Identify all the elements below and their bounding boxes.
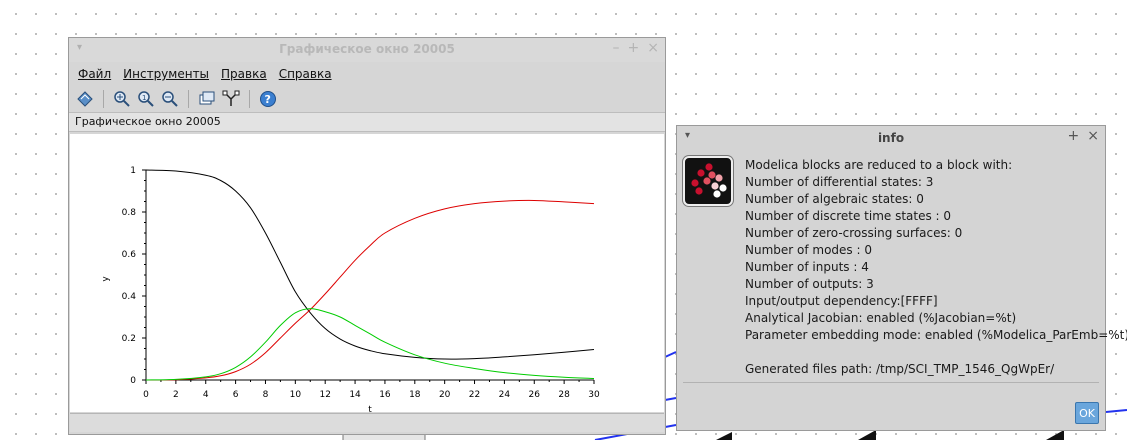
maximize-icon[interactable]: + xyxy=(1067,128,1080,144)
x-tick-label: 14 xyxy=(349,390,361,400)
info-line: Input/output dependency:[FFFF] xyxy=(745,294,938,308)
info-line: Generated files path: /tmp/SCI_TMP_1546_… xyxy=(745,362,1055,376)
x-tick-label: 30 xyxy=(588,390,600,400)
x-tick-label: 16 xyxy=(379,390,391,400)
x-tick-label: 2 xyxy=(173,390,179,400)
toolbar-separator xyxy=(103,90,104,108)
close-icon[interactable]: × xyxy=(647,40,659,56)
y-tick-label: 0.2 xyxy=(122,334,136,344)
info-line: Modelica blocks are reduced to a block w… xyxy=(745,158,1013,172)
graphic-window-titlebar[interactable]: ▾ Графическое окно 20005 – + × xyxy=(69,38,665,62)
info-line: Number of discrete time states : 0 xyxy=(745,209,952,223)
info-dialog-title: info xyxy=(877,131,905,145)
zoom-out-icon[interactable] xyxy=(160,89,180,109)
info-message: Modelica blocks are reduced to a block w… xyxy=(745,157,1127,378)
ok-button[interactable]: OK xyxy=(1075,402,1099,424)
y-tick-label: 0.8 xyxy=(122,208,137,218)
x-tick-label: 6 xyxy=(233,390,239,400)
series-line-0[interactable] xyxy=(145,169,595,360)
menu-help[interactable]: Справка xyxy=(278,67,332,81)
minimize-icon[interactable]: – xyxy=(612,40,620,56)
y-tick-label: 1 xyxy=(130,166,136,176)
info-dialog-titlebar[interactable]: ▾ info + × xyxy=(677,126,1105,150)
plot-area[interactable]: 0 2 4 6 8 10 12 14 16 18 20 22 24 26 28 30 0 0.2 0.4 0.6 0.8… xyxy=(70,134,664,415)
info-line-blank xyxy=(745,344,1127,361)
x-tick-label: 22 xyxy=(469,390,480,400)
diagram-link xyxy=(664,351,677,358)
window-menu-icon[interactable]: ▾ xyxy=(685,130,691,141)
maximize-icon[interactable]: + xyxy=(627,40,640,56)
close-icon[interactable]: × xyxy=(1087,128,1099,144)
dialog-separator xyxy=(683,382,1099,383)
y-tick-label: 0.6 xyxy=(122,250,137,260)
scilab-logo-icon xyxy=(683,156,733,206)
line-chart[interactable]: 0 2 4 6 8 10 12 14 16 18 20 22 24 26 28 3000.20.40.60.8… xyxy=(70,134,664,415)
x-tick-label: 4 xyxy=(203,390,209,400)
diagram-link xyxy=(1105,409,1127,413)
diagram-port xyxy=(716,432,732,440)
graphic-window-title: Графическое окно 20005 xyxy=(279,42,455,56)
series-line-1[interactable] xyxy=(145,199,595,381)
y-axis-label: y xyxy=(101,276,111,282)
y-tick-label: 0.4 xyxy=(122,292,137,302)
menu-edit[interactable]: Правка xyxy=(221,67,267,81)
x-tick-label: 28 xyxy=(558,390,570,400)
x-axis-label: t xyxy=(368,405,372,412)
x-tick-label: 8 xyxy=(263,390,269,400)
x-tick-label: 24 xyxy=(499,390,511,400)
zoom-icon[interactable] xyxy=(112,89,132,109)
toolbar-separator xyxy=(188,90,189,108)
x-tick-label: 18 xyxy=(409,390,421,400)
info-line: Number of algebraic states: 0 xyxy=(745,192,924,206)
svg-text:1: 1 xyxy=(142,94,146,102)
status-bar xyxy=(70,413,664,432)
info-line: Parameter embedding mode: enabled (%Mode… xyxy=(745,328,1127,342)
toolbar-separator xyxy=(249,90,250,108)
diagram-port xyxy=(1046,430,1064,440)
window-menu-icon[interactable]: ▾ xyxy=(77,42,83,53)
series-line-2[interactable] xyxy=(145,308,595,381)
info-line: Number of inputs : 4 xyxy=(745,260,869,274)
x-tick-label: 20 xyxy=(439,390,451,400)
info-line: Number of differential states: 3 xyxy=(745,175,934,189)
datatip-icon[interactable] xyxy=(197,89,217,109)
x-tick-label: 26 xyxy=(529,390,541,400)
zoom-in-icon[interactable]: 1 xyxy=(136,89,156,109)
info-line: Number of outputs: 3 xyxy=(745,277,874,291)
svg-text:?: ? xyxy=(265,93,271,106)
info-line: Number of modes : 0 xyxy=(745,243,872,257)
menubar: Файл Инструменты Правка Справка xyxy=(69,62,665,86)
x-tick-label: 12 xyxy=(319,390,330,400)
menu-file[interactable]: Файл xyxy=(78,67,112,81)
menu-tools[interactable]: Инструменты xyxy=(123,67,210,81)
graphic-window[interactable]: ▾ Графическое окно 20005 – + × Файл Инст… xyxy=(68,37,666,435)
x-tick-label: 0 xyxy=(143,390,149,400)
diagram-port xyxy=(858,430,876,440)
info-line: Analytical Jacobian: enabled (%Jacobian=… xyxy=(745,311,1017,325)
x-tick-label: 10 xyxy=(290,390,302,400)
info-dialog[interactable]: ▾ info + × Modelica blocks are reduced t… xyxy=(676,125,1127,431)
toolbar: 1 ? xyxy=(69,86,665,112)
info-line: Number of zero-crossing surfaces: 0 xyxy=(745,226,963,240)
diagram-link xyxy=(664,397,677,401)
y-tick-label: 0 xyxy=(130,376,136,386)
figure-label: Графическое окно 20005 xyxy=(69,112,665,132)
rotate-icon[interactable] xyxy=(75,89,95,109)
figure-editor-icon[interactable] xyxy=(221,89,241,109)
help-icon[interactable]: ? xyxy=(258,89,278,109)
